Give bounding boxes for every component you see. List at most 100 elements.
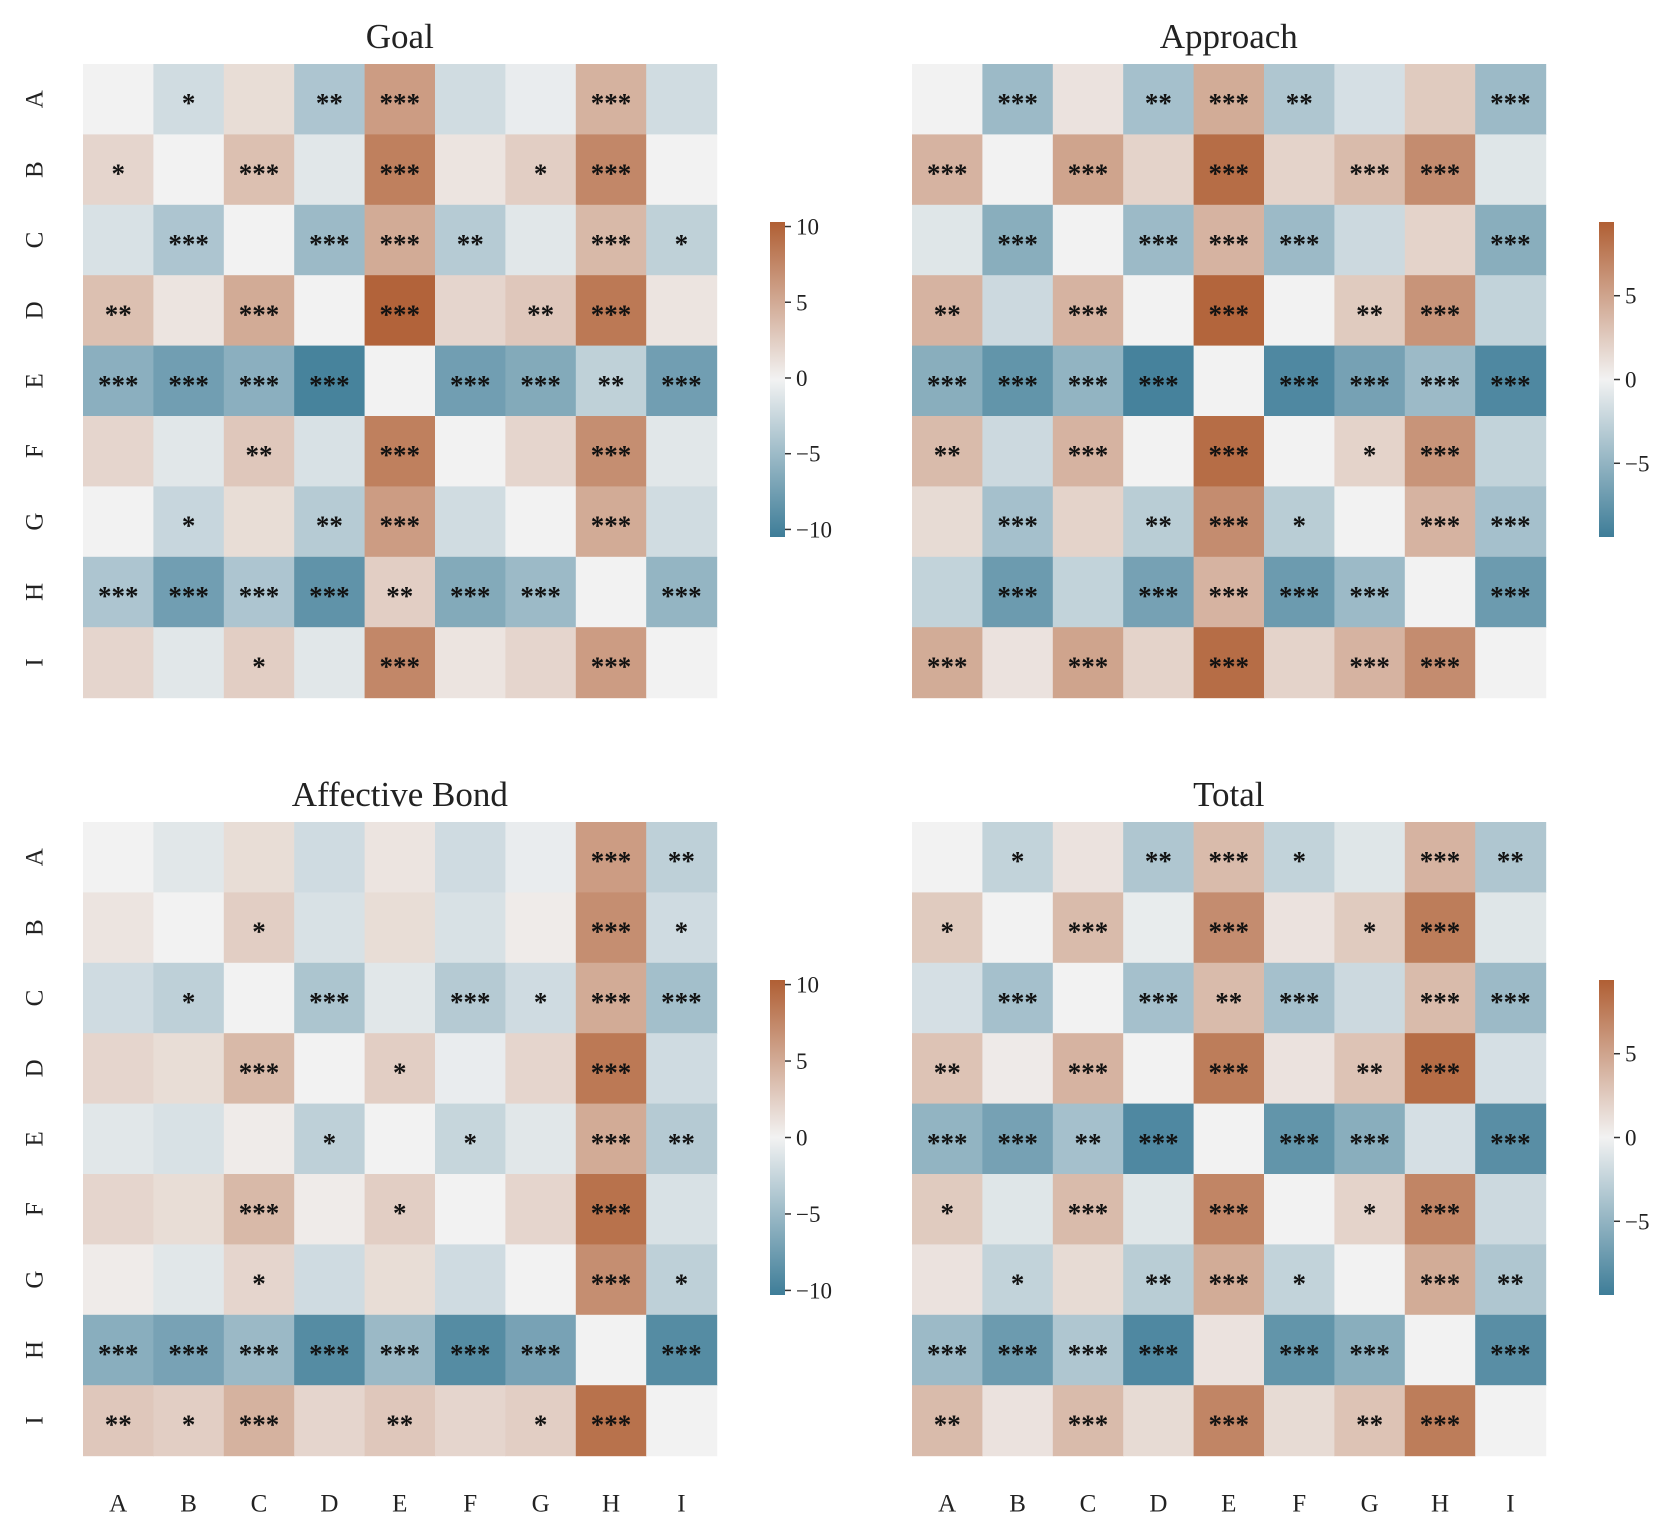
heatmap-cell	[912, 1385, 983, 1457]
heatmap-cell	[505, 204, 577, 276]
y-tick-label: I	[22, 658, 49, 666]
significance-label: ***	[1138, 1339, 1179, 1369]
heatmap-cell	[223, 134, 295, 206]
heatmap-cell	[1264, 345, 1335, 417]
significance-label: ***	[239, 370, 280, 400]
significance-label: ***	[591, 159, 632, 189]
heatmap-cell	[1123, 134, 1195, 206]
heatmap-cell	[505, 486, 577, 558]
heatmap-cell	[1052, 1174, 1124, 1245]
significance-label: ***	[380, 1339, 421, 1369]
heatmap-cell	[505, 416, 577, 487]
heatmap-cell	[982, 1033, 1054, 1105]
significance-label: *	[323, 1128, 337, 1158]
heatmap-cell	[912, 627, 983, 699]
significance-label: **	[598, 370, 625, 400]
heatmap-cell	[223, 1174, 295, 1245]
heatmap-cell	[153, 1174, 225, 1245]
significance-label: ***	[591, 1409, 632, 1439]
heatmap-cell	[83, 1385, 154, 1457]
heatmap-cell	[912, 1174, 983, 1245]
significance-label: ***	[380, 440, 421, 470]
heatmap-cell	[1264, 1103, 1335, 1175]
heatmap-cell	[1334, 962, 1406, 1034]
heatmap-cell	[1264, 486, 1335, 558]
significance-label: **	[1356, 1409, 1383, 1439]
heatmap-cell	[1193, 1033, 1265, 1105]
heatmap-cell	[1052, 627, 1124, 699]
heatmap-cell	[83, 822, 154, 893]
significance-label: ***	[1209, 581, 1250, 611]
heatmap-cell	[1264, 134, 1335, 206]
x-tick-label: C	[1080, 1491, 1097, 1518]
significance-label: ***	[1209, 1269, 1250, 1299]
heatmap-cell	[83, 275, 154, 347]
significance-label: **	[386, 581, 413, 611]
significance-label: ***	[591, 299, 632, 329]
heatmap-cell	[153, 962, 225, 1034]
heatmap-cell	[435, 892, 506, 964]
significance-label: **	[1075, 1128, 1102, 1158]
heatmap-cell	[575, 275, 647, 347]
significance-label: ***	[1420, 917, 1461, 947]
heatmap-cell	[1404, 1033, 1476, 1105]
significance-label: *	[1292, 511, 1306, 541]
heatmap-cell	[294, 204, 366, 276]
heatmap-cell	[505, 1174, 577, 1245]
heatmap-cell	[1334, 556, 1406, 628]
heatmap-cell	[912, 822, 983, 893]
significance-label: **	[1145, 846, 1172, 876]
significance-label: ***	[1349, 159, 1390, 189]
significance-label: *	[1011, 846, 1025, 876]
significance-label: ***	[1138, 581, 1179, 611]
heatmap-cell	[1123, 416, 1195, 487]
heatmap-cell	[1334, 486, 1406, 558]
significance-label: ***	[591, 846, 632, 876]
significance-label: **	[1356, 299, 1383, 329]
significance-label: ***	[1490, 1339, 1531, 1369]
panel-title: Total	[1193, 775, 1265, 814]
heatmap-cell	[575, 627, 647, 699]
heatmap-cell	[1475, 962, 1547, 1034]
heatmap-cell	[1404, 822, 1476, 893]
heatmap-cell	[1123, 1385, 1195, 1457]
heatmap-cell	[1475, 1244, 1547, 1316]
significance-label: ***	[450, 581, 491, 611]
significance-label: **	[1145, 511, 1172, 541]
significance-label: ***	[380, 88, 421, 118]
significance-label: **	[934, 299, 961, 329]
significance-label: ***	[661, 581, 702, 611]
significance-label: ***	[309, 370, 350, 400]
significance-label: ***	[239, 1339, 280, 1369]
significance-label: ***	[591, 651, 632, 681]
colorbar-tick-label: 5	[1625, 284, 1637, 309]
heatmap-cell	[153, 486, 225, 558]
x-tick-label: C	[251, 1491, 268, 1518]
heatmap-cell	[364, 627, 436, 699]
significance-label: ***	[168, 581, 209, 611]
heatmap-cell	[1193, 64, 1265, 135]
heatmap-cell	[294, 486, 366, 558]
heatmap-cell	[1334, 627, 1406, 699]
significance-label: ***	[1420, 299, 1461, 329]
y-tick-label: B	[22, 919, 49, 936]
heatmap-cell	[646, 556, 718, 628]
significance-label: ***	[997, 229, 1038, 259]
significance-label: ***	[591, 987, 632, 1017]
significance-label: ***	[927, 159, 968, 189]
y-tick-label: C	[22, 990, 49, 1007]
heatmap-cell	[1334, 892, 1406, 964]
significance-label: ***	[997, 511, 1038, 541]
significance-label: ***	[997, 581, 1038, 611]
heatmap-cell	[1123, 627, 1195, 699]
significance-label: ***	[309, 987, 350, 1017]
heatmap-cell	[982, 822, 1054, 893]
heatmap-cell	[435, 1385, 506, 1457]
heatmap-cell	[364, 486, 436, 558]
significance-label: ***	[380, 651, 421, 681]
significance-label: ***	[1068, 299, 1109, 329]
significance-label: *	[252, 651, 266, 681]
heatmap-cell	[364, 416, 436, 487]
heatmap-cell	[223, 486, 295, 558]
heatmap-cell	[982, 1314, 1054, 1386]
